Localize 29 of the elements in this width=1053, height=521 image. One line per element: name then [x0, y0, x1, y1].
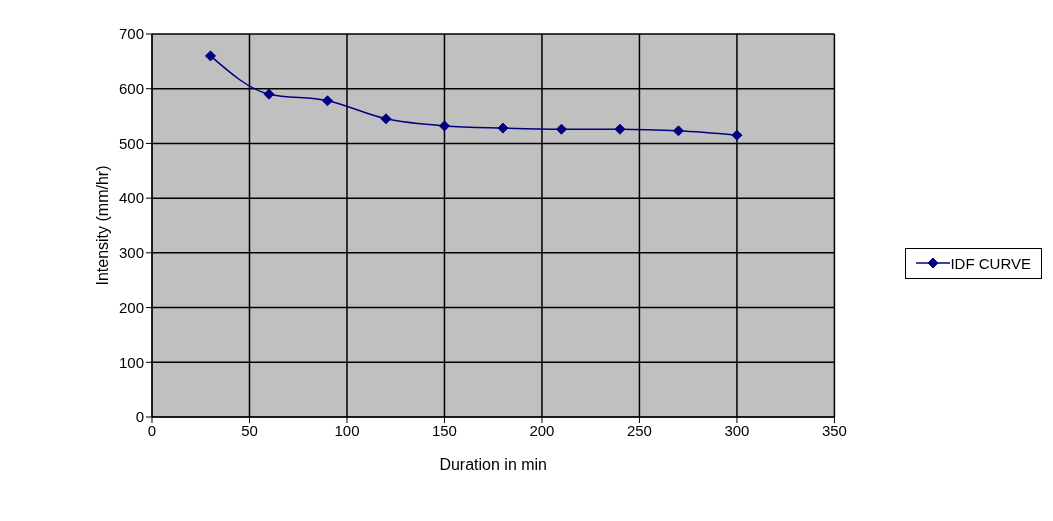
y-axis-title: Intensity (mm/hr) [93, 165, 111, 286]
y-tick-label: 300 [118, 244, 144, 262]
point [672, 125, 684, 137]
x-tick-label: 350 [821, 421, 847, 439]
x-tick-label: 0 [147, 421, 157, 439]
point [438, 120, 450, 132]
y-tick-label: 200 [118, 298, 144, 316]
x-axis-title: Duration in min [439, 456, 548, 474]
y-tick-label: 700 [118, 25, 144, 43]
y-tick-label: 600 [118, 80, 144, 98]
y-tick-label: 0 [135, 408, 144, 426]
point [204, 50, 216, 62]
y-tick-label: 500 [118, 134, 144, 152]
point [614, 123, 626, 135]
x-tick-label: 300 [724, 421, 750, 439]
x-tick-label: 100 [334, 421, 360, 439]
point [497, 122, 509, 134]
x-tick-label: 50 [241, 421, 258, 439]
legend-label: IDF CURVE [950, 254, 1031, 272]
x-tick-label: 250 [626, 421, 652, 439]
x-tick-label: 150 [431, 421, 457, 439]
point [555, 123, 567, 135]
point [731, 129, 743, 141]
point [321, 95, 333, 107]
y-tick-label: 100 [118, 353, 144, 371]
y-tick-label: 400 [118, 189, 144, 207]
x-tick-label: 200 [529, 421, 555, 439]
point [263, 88, 275, 100]
point [380, 113, 392, 125]
